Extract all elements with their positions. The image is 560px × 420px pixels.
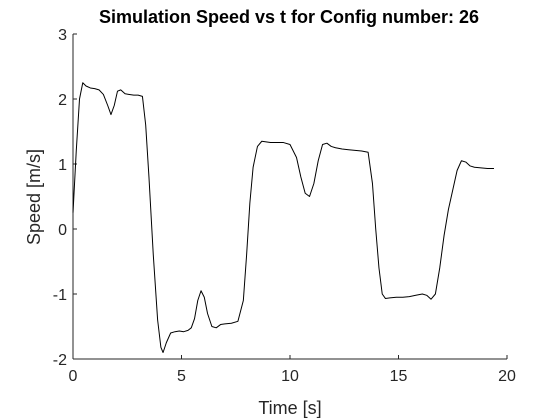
- y-axis-title: Speed [m/s]: [24, 149, 44, 245]
- plot-area: 0 5 10 15 20 -2 -1 0 1 2 3: [53, 27, 516, 385]
- y-tick-label: 2: [58, 92, 67, 109]
- y-tick-label: 3: [58, 27, 67, 44]
- y-tick-label: 0: [58, 222, 67, 239]
- x-tick-label: 0: [69, 368, 78, 385]
- x-ticks: 0 5 10 15 20: [69, 355, 516, 385]
- chart-title: Simulation Speed vs t for Config number:…: [99, 7, 479, 27]
- x-axis-title: Time [s]: [258, 398, 321, 418]
- y-tick-label: -1: [53, 287, 67, 304]
- x-tick-label: 20: [498, 368, 516, 385]
- x-tick-label: 5: [177, 368, 186, 385]
- x-tick-label: 15: [390, 368, 408, 385]
- y-ticks: -2 -1 0 1 2 3: [53, 27, 77, 369]
- y-tick-label: 1: [58, 157, 67, 174]
- x-tick-label: 10: [281, 368, 299, 385]
- speed-series-line: [72, 82, 494, 353]
- y-tick-label: -2: [53, 352, 67, 369]
